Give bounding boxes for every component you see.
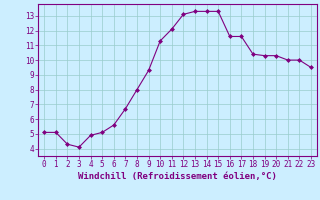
X-axis label: Windchill (Refroidissement éolien,°C): Windchill (Refroidissement éolien,°C) (78, 172, 277, 181)
